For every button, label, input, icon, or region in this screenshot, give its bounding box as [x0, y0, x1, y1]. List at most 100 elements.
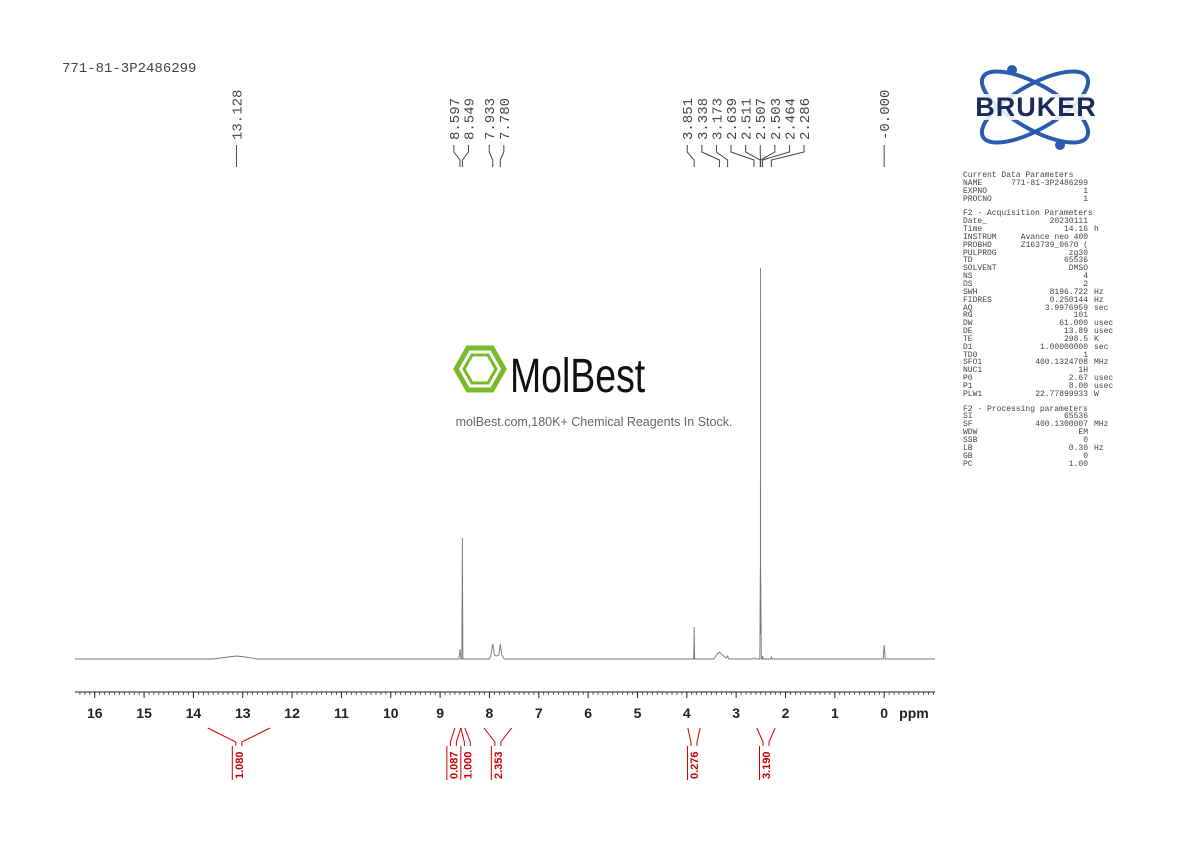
integral-bracket [687, 727, 701, 746]
x-tick-label: 16 [87, 705, 103, 721]
parameter-key: Date_ [963, 217, 988, 227]
peak-marker [715, 145, 729, 167]
logo-dot [1007, 65, 1017, 75]
peak-marker [499, 145, 505, 167]
x-tick-label: 10 [383, 705, 399, 721]
parameter-value: 400.1300007 [1035, 420, 1088, 430]
peak-label: 3.173 [710, 98, 726, 140]
parameter-row: WDW EM [963, 429, 1123, 437]
logo-orbit [979, 69, 1091, 145]
parameter-row: NS 4 [963, 273, 1123, 281]
parameter-row: P1 8.00 usec [963, 383, 1123, 391]
parameter-key: DS [963, 279, 973, 289]
parameter-unit: Hz [1094, 443, 1104, 453]
peak-marker [770, 145, 805, 167]
parameter-row: SFO1 400.1324708 MHz [963, 359, 1123, 367]
parameter-row: LB 0.30 Hz [963, 443, 1123, 453]
parameter-value: 1 [1083, 194, 1088, 204]
watermark: MolBest molBest.com,180K+ Chemical Reage… [453, 345, 732, 429]
peak-marker [762, 145, 790, 167]
parameter-key: TE [963, 334, 973, 344]
parameter-key: SF [963, 420, 973, 430]
integral-bracket [756, 727, 776, 746]
parameter-key: NAME [963, 178, 983, 188]
logo-backdrop [956, 94, 1116, 120]
x-tick-label: 12 [284, 705, 300, 721]
parameter-row: SI 65536 [963, 413, 1123, 421]
parameter-value: Avance neo 400 [1020, 232, 1088, 242]
parameter-row: PULPROG zg30 [963, 248, 1123, 258]
parameter-row: TD 65536 [963, 257, 1123, 265]
parameter-value: 8.00 [1068, 381, 1088, 391]
parameter-section: Current Data Parameters NAME 771-81-3P2486… [963, 172, 1123, 203]
integral-bracket [449, 727, 462, 746]
parameter-key: PROCNO [963, 194, 992, 204]
parameter-value: 101 [1073, 311, 1088, 321]
x-tick-label: 7 [535, 705, 543, 721]
peak-label: 2.507 [754, 98, 770, 140]
parameter-key: LB [963, 443, 973, 453]
parameter-panel: Current Data Parameters NAME 771-81-3P2486… [963, 172, 1123, 475]
parameter-key: FIDRES [963, 295, 992, 305]
parameter-unit: usec [1094, 374, 1114, 384]
parameter-key: WDW [963, 428, 978, 438]
parameter-key: AQ [963, 303, 973, 313]
peak-label: 8.549 [462, 98, 478, 140]
x-tick-label: 1 [831, 705, 839, 721]
parameter-row: SSB 0 [963, 437, 1123, 445]
x-tick-label: 4 [683, 705, 691, 721]
parameter-value: 400.1324708 [1035, 358, 1088, 368]
parameter-value: 14.16 [1063, 225, 1088, 235]
x-tick-label: 3 [732, 705, 740, 721]
spectrum [75, 267, 935, 660]
parameter-value: Z163739_0670 ( [1020, 240, 1088, 250]
parameter-row: EXPNO 1 [963, 187, 1123, 196]
parameter-row: DW 61.000 usec [963, 320, 1123, 328]
parameter-key: Time [963, 225, 983, 235]
integral-bracket [207, 727, 271, 746]
parameter-row: INSTRUM Avance neo 400 [963, 232, 1123, 242]
parameter-section: F2 - Acquisition Parameters Date_ 20230111… [963, 210, 1123, 398]
section-title: F2 - Acquisition Parameters [963, 209, 1093, 219]
parameter-value: 4 [1083, 272, 1088, 282]
logo-dot [1055, 140, 1065, 150]
parameter-value: 1.00000000 [1039, 342, 1088, 352]
peak-label: 2.286 [798, 98, 814, 140]
parameter-row: D1 1.00000000 sec [963, 342, 1123, 352]
peak-label: 2.464 [783, 98, 799, 140]
parameter-row: NAME 771-81-3P2486299 [963, 178, 1123, 188]
parameter-row: SOLVENT DMSO [963, 265, 1123, 273]
parameter-key: D1 [963, 342, 973, 352]
parameter-unit: Hz [1094, 287, 1104, 297]
parameter-row: Time 14.16 h [963, 226, 1123, 234]
peak-label: 7.933 [483, 98, 499, 140]
parameter-key: TD0 [963, 350, 978, 360]
parameter-key: PULPROG [963, 248, 997, 258]
x-tick-label: 5 [634, 705, 642, 721]
parameter-value: 1.00 [1068, 459, 1088, 469]
parameter-value: 22.77899933 [1035, 389, 1088, 399]
parameter-key: TD [963, 256, 973, 266]
x-tick-label: 6 [584, 705, 592, 721]
integral-label: 0.276 [689, 751, 701, 779]
peak-marker [686, 145, 695, 167]
parameter-row: Date_ 20230111 [963, 218, 1123, 226]
parameter-value: 65536 [1063, 412, 1088, 422]
peak-marker [701, 145, 720, 167]
parameter-row: P0 2.67 usec [963, 375, 1123, 383]
parameter-unit: usec [1094, 327, 1114, 337]
parameter-value: DMSO [1068, 264, 1088, 274]
parameter-key: GB [963, 451, 973, 461]
parameter-key: SFO1 [963, 358, 983, 368]
parameter-value: zg30 [1068, 248, 1088, 258]
parameter-row: DE 13.89 usec [963, 328, 1123, 336]
parameter-key: NS [963, 272, 973, 282]
parameter-key: INSTRUM [963, 232, 997, 242]
parameter-unit: W [1094, 389, 1099, 399]
parameter-unit: sec [1094, 303, 1109, 313]
parameter-row: TE 298.5 K [963, 334, 1123, 344]
parameter-value: 771-81-3P2486299 [1011, 178, 1088, 188]
peak-marker [760, 145, 776, 167]
bruker-logo: BRUKER [956, 65, 1116, 150]
